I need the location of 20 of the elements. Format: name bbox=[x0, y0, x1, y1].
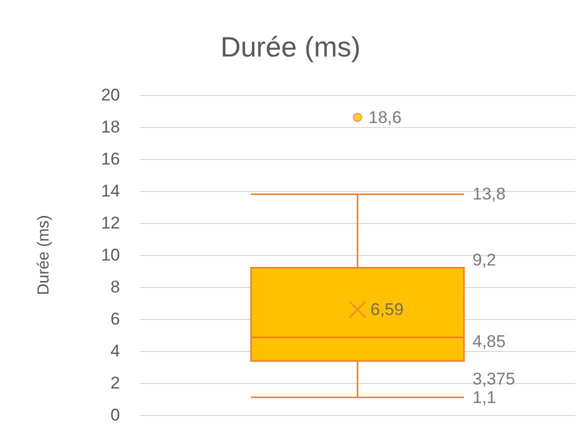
y-tick-label: 16 bbox=[101, 150, 120, 168]
y-tick-label: 20 bbox=[101, 86, 120, 104]
annotation: 18,6 bbox=[368, 108, 402, 127]
y-tick-label: 8 bbox=[110, 278, 120, 296]
y-tick-label: 18 bbox=[101, 118, 120, 136]
y-tick-label: 12 bbox=[101, 214, 120, 232]
y-tick-label: 14 bbox=[101, 182, 120, 200]
y-tick-label: 0 bbox=[110, 406, 120, 424]
y-tick-label: 6 bbox=[110, 310, 120, 328]
annotation: 13,8 bbox=[472, 184, 506, 204]
chart-title: Durée (ms) bbox=[220, 32, 361, 62]
annotation: 4,85 bbox=[472, 332, 506, 351]
annotation: 3,375 bbox=[472, 370, 516, 388]
annotation: 6,59 bbox=[370, 300, 404, 320]
annotation: 9,2 bbox=[472, 250, 496, 270]
y-tick-label: 2 bbox=[110, 374, 120, 392]
y-tick-label: 10 bbox=[101, 246, 120, 264]
y-axis-title: Durée (ms) bbox=[36, 214, 52, 296]
annotation: 1,1 bbox=[472, 388, 496, 407]
y-tick-label: 4 bbox=[110, 342, 120, 360]
